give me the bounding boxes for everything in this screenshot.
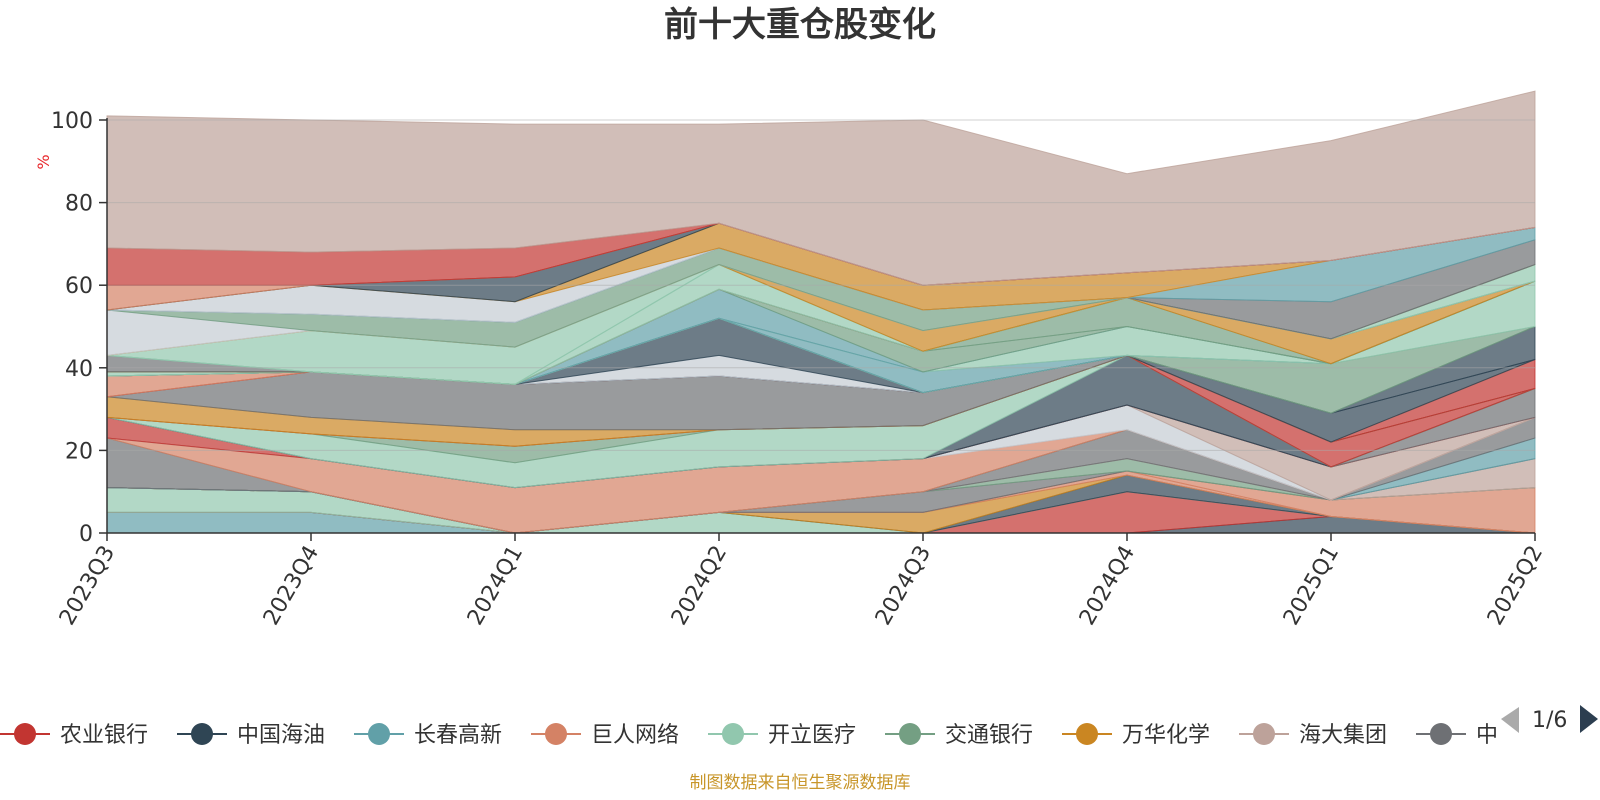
legend-item[interactable]: 万华化学 [1062,723,1210,748]
y-tick-label: 100 [51,109,93,134]
legend-pager: 1/6 [1501,705,1598,733]
legend-item[interactable]: 农业银行 [0,723,148,748]
x-tick-label: 2025Q1 [1279,542,1344,630]
chart-title: 前十大重仓股变化 [664,5,936,45]
x-tick-label: 2025Q2 [1483,542,1548,630]
legend: 农业银行 中国海油 长春高新 巨人网络 开立医疗 交通银行 万华化学 海大集团 中 [0,723,1498,748]
legend-label: 开立医疗 [768,723,856,748]
legend-label: 交通银行 [945,723,1033,748]
y-tick-label: 40 [65,357,93,382]
triangle-right-icon[interactable] [1580,705,1598,733]
source-note: 制图数据来自恒生聚源数据库 [690,773,911,793]
x-tick-label: 2023Q4 [259,542,324,630]
circle-line-icon [722,723,744,745]
legend-label: 中 [1476,723,1498,748]
x-tick-label: 2024Q4 [1075,542,1140,630]
y-tick-label: 0 [79,522,93,547]
area-series-55 [106,90,1536,286]
circle-line-icon [1253,723,1275,745]
x-tick-label: 2024Q3 [871,542,936,630]
y-tick-label: 80 [65,192,93,217]
legend-item[interactable]: 长春高新 [354,723,502,748]
legend-item[interactable]: 交通银行 [885,723,1033,748]
y-tick-label: 20 [65,439,93,464]
legend-label: 农业银行 [60,723,148,748]
legend-item[interactable]: 中 [1416,723,1498,748]
legend-item[interactable]: 海大集团 [1239,723,1387,748]
legend-label: 海大集团 [1299,723,1387,748]
legend-label: 中国海油 [237,723,325,748]
y-tick-label: 60 [65,274,93,299]
triangle-left-icon[interactable] [1501,707,1519,733]
legend-item[interactable]: 中国海油 [177,723,325,748]
circle-line-icon [191,723,213,745]
circle-line-icon [1430,723,1452,745]
legend-label: 长春高新 [414,723,502,748]
x-tick-label: 2024Q1 [463,542,528,630]
legend-label: 巨人网络 [591,723,679,748]
circle-line-icon [368,723,390,745]
legend-item[interactable]: 开立医疗 [708,723,856,748]
circle-line-icon [1076,723,1098,745]
x-tick-label: 2023Q3 [55,542,120,630]
circle-line-icon [545,723,567,745]
circle-line-icon [14,723,36,745]
legend-item[interactable]: 巨人网络 [531,723,679,748]
legend-page-indicator: 1/6 [1532,708,1567,733]
circle-line-icon [899,723,921,745]
y-axis-label: % [34,154,53,169]
legend-label: 万华化学 [1122,723,1210,748]
area-layers [106,90,1536,534]
x-tick-label: 2024Q2 [667,542,732,630]
